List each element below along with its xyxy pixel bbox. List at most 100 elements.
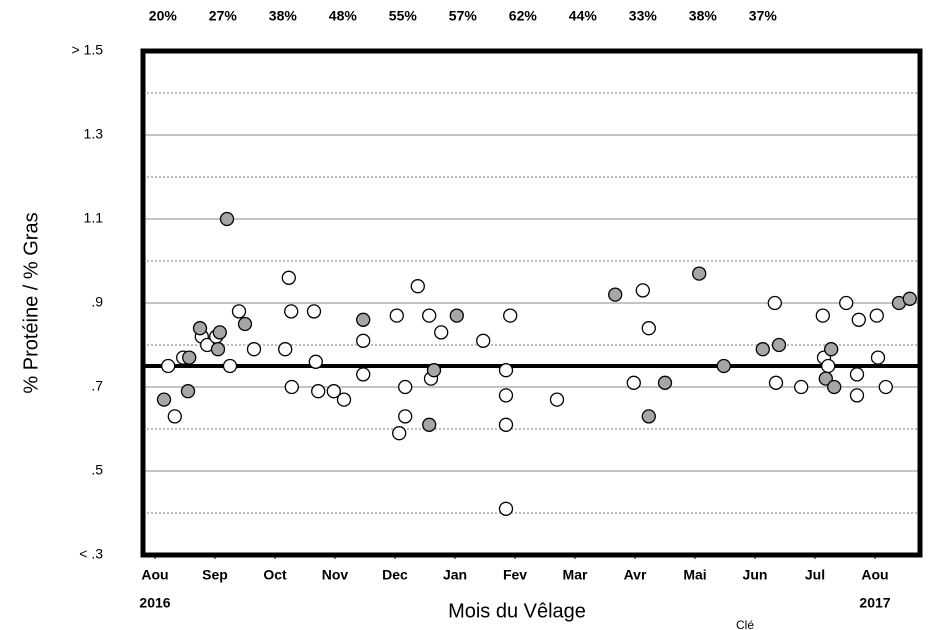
point [815,308,830,323]
point [389,308,404,323]
point [869,308,884,323]
point [503,308,518,323]
top-percentage: 38% [689,8,718,24]
point [180,384,196,399]
point [794,379,809,395]
point [219,211,235,227]
point [284,304,299,319]
point [498,363,514,378]
point [356,312,371,327]
point [851,312,866,327]
x-tick-label: Avr [624,567,647,583]
point [398,379,413,395]
point [641,409,656,424]
point [824,342,839,357]
y-axis-title: % Protéine / % Gras [20,212,42,393]
x-tick-label: Fev [503,567,527,583]
point [449,308,464,323]
point [212,325,227,340]
x-tick-label: Nov [322,567,349,583]
point [549,392,565,407]
y-tick-label: .7 [91,378,103,394]
x-tick-label: Mar [563,567,588,583]
x-tick-label: Jul [805,567,825,583]
x-tick-label: Dec [382,567,408,583]
x-tick-label: Oct [263,567,287,583]
x-tick-label: Jun [743,567,768,583]
top-percentage: 27% [209,8,238,24]
x-tick-label: Sep [202,567,228,583]
year-label: 2016 [139,595,170,611]
point [716,358,731,374]
point [626,375,641,390]
point [498,501,514,516]
point [156,392,172,407]
point [849,367,865,382]
point [476,333,491,348]
point [410,279,425,294]
point [336,392,352,407]
point [498,417,514,432]
point [641,321,656,336]
point [246,342,262,357]
point [771,337,787,353]
point [422,308,437,323]
point [821,358,836,374]
point [849,388,865,403]
y-tick-label: > 1.5 [71,42,103,58]
point [192,321,208,336]
year-label: 2017 [859,595,890,611]
point [356,367,371,382]
x-tick-label: Mai [683,567,706,583]
point [827,379,842,395]
point [167,409,182,424]
point [870,350,886,365]
point [392,426,407,441]
point [306,304,322,319]
y-tick-label: .5 [91,462,103,478]
point [839,295,854,311]
point [210,342,226,357]
point [311,384,326,399]
point [231,304,247,319]
point [878,379,893,395]
point [398,409,413,424]
top-percentage: 57% [449,8,478,24]
x-tick-label: Aou [141,567,168,583]
top-percentage: 62% [509,8,538,24]
point [308,354,323,369]
point [182,350,197,365]
point [281,270,296,285]
point [608,287,623,302]
y-tick-label: 1.3 [84,126,104,142]
point [434,325,449,340]
point [818,371,833,386]
top-percentage: 55% [389,8,418,24]
top-percentage: 38% [269,8,298,24]
point [278,342,293,357]
plot-border [140,48,923,558]
y-tick-label: .9 [91,294,103,310]
x-tick-label: Aou [861,567,888,583]
x-tick-label: Jan [443,567,467,583]
point [755,342,770,357]
point [657,375,673,390]
point [356,333,371,348]
point [768,375,784,390]
point [635,283,650,298]
point [161,358,176,374]
point [902,291,917,306]
key-label: Clé [736,618,754,630]
y-tick-label: 1.1 [84,210,104,226]
point [326,384,341,399]
top-percentage: 20% [149,8,178,24]
point [284,379,299,395]
top-percentage: 33% [629,8,658,24]
top-percentage: 37% [749,8,778,24]
point [422,417,437,432]
point [426,363,442,378]
point [692,266,707,281]
x-axis-title: Mois du Vêlage [448,600,586,622]
top-percentage: 44% [569,8,598,24]
